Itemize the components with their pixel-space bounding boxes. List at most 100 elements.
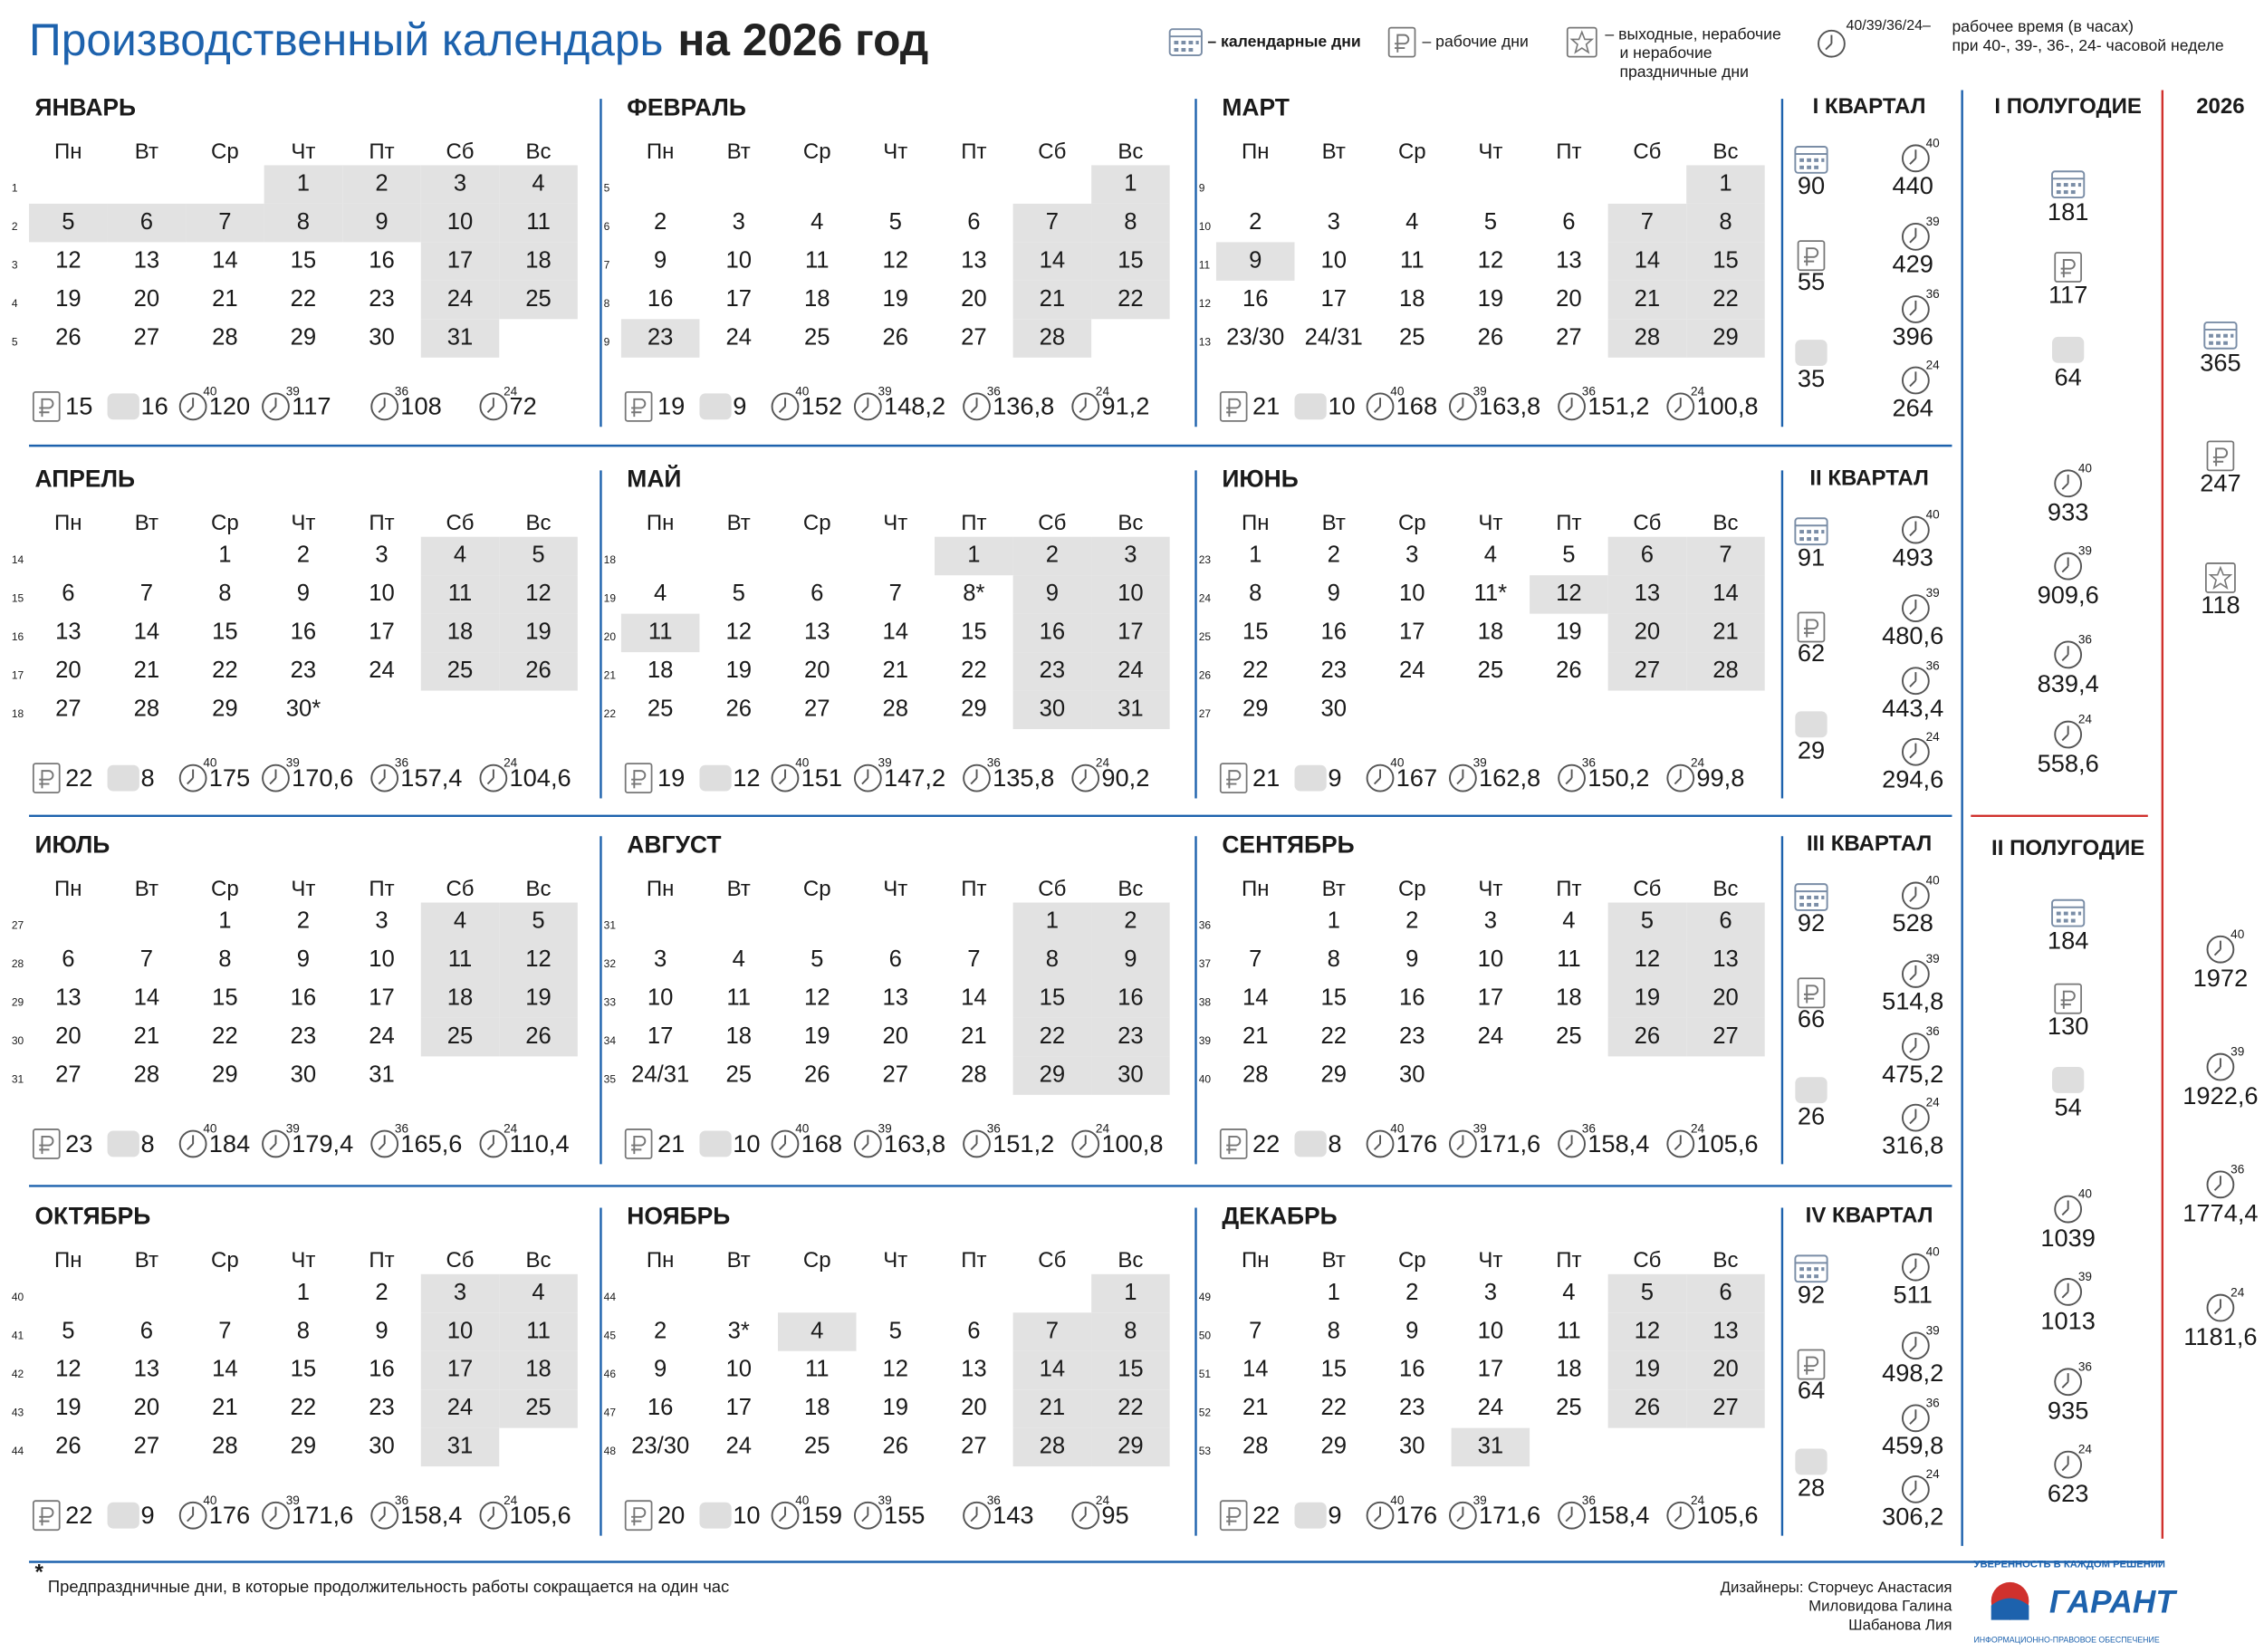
day: 25 [1399,324,1425,350]
day-off: 28 [1040,324,1066,350]
day-off: 26 [525,658,552,683]
weekday: Ср [1398,139,1426,164]
clock-icon [1901,881,1930,910]
day-off: 15 [1118,247,1144,273]
dividers [29,90,2164,1563]
working-days: 21 [1252,764,1280,792]
week-number: 23 [1199,553,1212,566]
day-off-bg [620,319,700,358]
day-off: 12 [1635,946,1661,972]
day-off: 7 [1641,209,1654,235]
day-off-bg [1686,1273,1765,1313]
weekday: Ср [211,877,239,901]
clock-icon [1666,764,1695,792]
weekday: Пт [1556,877,1581,901]
day-off: 28 [1635,324,1661,350]
clock-icon [853,392,882,421]
day: 23/30 [1226,324,1284,350]
month-name: ЯНВАРЬ [34,93,136,120]
hours: 306,2 [1882,1503,1943,1531]
hour-norm: 36 [1926,658,1940,672]
clock-icon [1901,515,1930,544]
month-name: НОЯБРЬ [627,1203,730,1230]
day-off: 11 [526,209,551,235]
day-off-bg [1607,613,1687,653]
day-off-bg [1091,165,1170,204]
week-number: 28 [12,957,24,970]
hours: 104,6 [510,764,571,792]
day-off: 4 [454,908,466,934]
month-name: СЕНТЯБРЬ [1222,831,1354,858]
day-off-bg [1686,979,1765,1018]
day: 29 [212,1061,238,1087]
clock-icon [1901,594,1930,622]
working-days: 21 [1252,392,1280,420]
weekday: Пн [647,877,675,901]
day: 26 [55,324,82,350]
day-off: 25 [447,1023,474,1049]
weekday: Вт [135,1248,158,1273]
hour-norm: 39 [1926,586,1940,600]
hours: 105,6 [1696,1129,1758,1157]
hours: 72 [510,392,537,420]
clock-icon [2206,935,2235,964]
weekday: Пт [1556,139,1581,164]
weekday: Чт [883,511,907,535]
quarter-title: II КВАРТАЛ [1809,466,1929,490]
day: 13 [804,620,830,645]
day: 11 [805,1357,830,1382]
week-number: 13 [1199,336,1212,349]
day-off-bg [1607,242,1687,281]
day-off-bg [499,165,578,204]
month-name: МАЙ [627,466,681,493]
day: 30 [369,1434,395,1459]
day-off-bg [420,1427,500,1467]
day-off-bg [1091,1312,1170,1351]
day: 6 [967,1318,980,1343]
working-days: 130 [2048,1012,2088,1040]
clock-icon [1366,392,1395,421]
day-off: 31 [447,1434,474,1459]
clock-icon [178,1501,207,1530]
day-off: 24 [447,286,474,312]
day: 6 [62,581,74,606]
day: 25 [725,1061,752,1087]
weekday: Пт [961,1248,986,1273]
day: 24 [1399,658,1425,683]
hour-norm: 39 [2078,544,2092,558]
legend-calendar-icon [1168,28,1203,56]
day: 18 [725,1023,752,1049]
week-number: 27 [12,919,24,932]
hours: 158,4 [1588,1501,1649,1529]
day: 26 [725,696,752,722]
hour-norm: 36 [987,756,1001,770]
clock-icon [1901,1331,1930,1360]
week-number: 21 [604,668,617,681]
day-off: 27 [1635,658,1661,683]
hour-norm: 40 [1926,508,1941,522]
clock-icon [262,1501,290,1530]
day: 8 [1249,581,1262,606]
day: 11 [805,247,830,273]
designers: Шабанова Лия [1848,1616,1952,1633]
day: 19 [55,286,82,312]
calendar-days: 184 [2048,926,2088,954]
weekday: Вс [1712,877,1738,901]
day-off-bg [1012,613,1092,653]
day-off-bg [1091,979,1170,1018]
day: 27 [134,1434,160,1459]
day: 11 [1400,247,1425,273]
day: 14 [883,620,909,645]
clock-icon [1449,1501,1477,1530]
weekday: Сб [446,1248,474,1273]
working-icon [32,1500,61,1532]
week-number: 16 [12,630,24,643]
working-days-icon [2054,252,2083,283]
clock-icon [370,1129,399,1158]
hours: 511 [1893,1280,1932,1308]
day: 21 [134,1023,160,1049]
day: 13 [883,984,909,1010]
day-off: 29 [1040,1061,1066,1087]
days-off: 64 [2055,363,2082,391]
working-days: 247 [2200,469,2240,497]
